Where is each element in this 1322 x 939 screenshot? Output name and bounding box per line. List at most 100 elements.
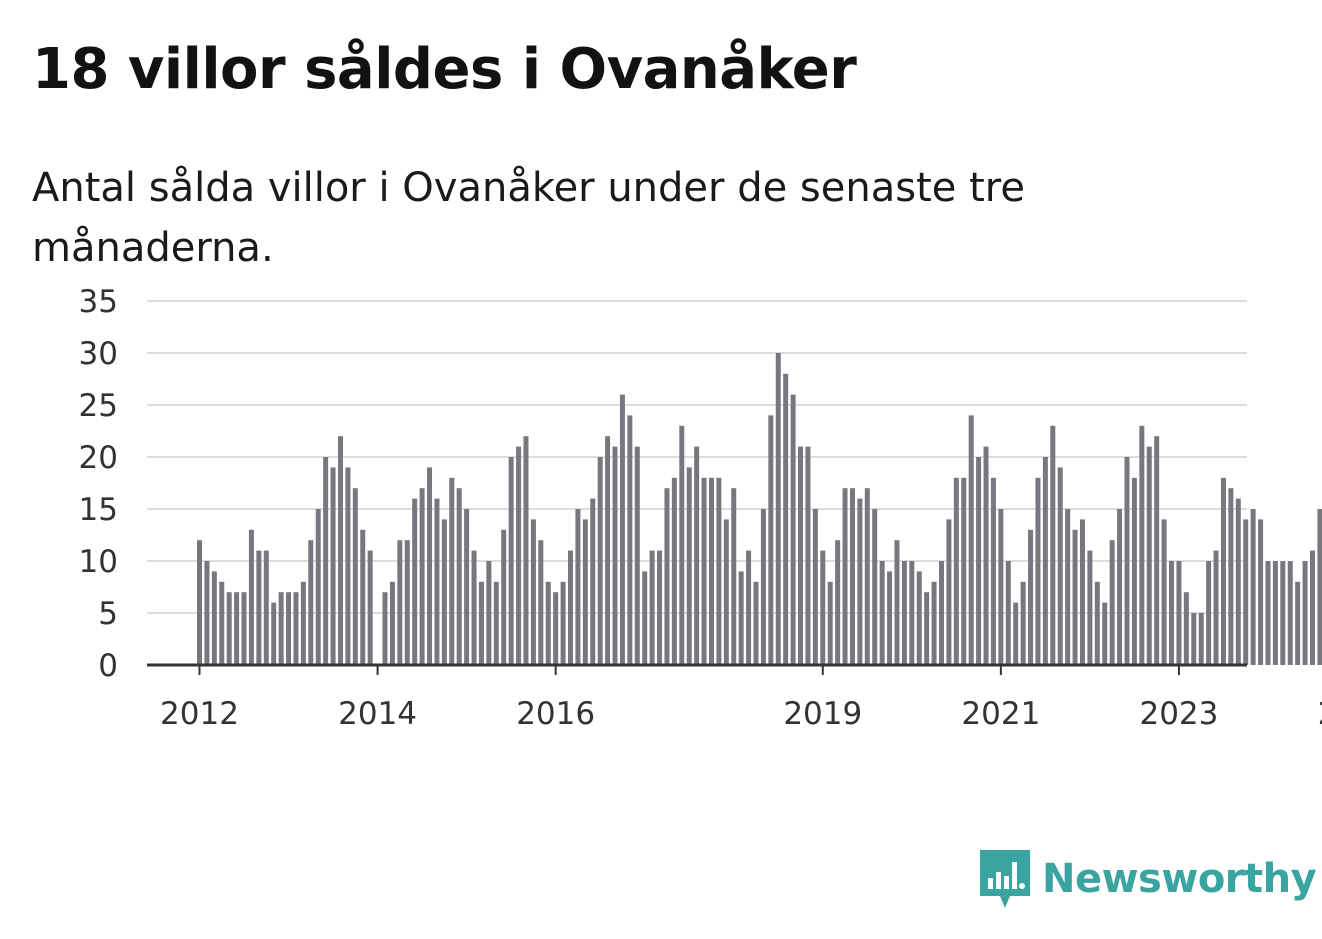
y-tick-label: 5: [98, 596, 118, 632]
bar: [1265, 561, 1271, 665]
bar: [612, 446, 618, 665]
bar: [924, 592, 930, 665]
bar: [471, 550, 477, 665]
bar: [523, 436, 529, 665]
bar: [775, 353, 781, 665]
bar: [1065, 509, 1071, 665]
bar: [1020, 581, 1026, 665]
x-tick-label: 2012: [160, 696, 239, 732]
bar: [308, 540, 314, 665]
x-tick-label: 2021: [961, 696, 1040, 732]
x-tick-label: 2016: [516, 696, 595, 732]
bar: [760, 509, 766, 665]
bar: [723, 519, 729, 665]
bar: [605, 436, 611, 665]
bar: [211, 571, 217, 665]
bar: [916, 571, 922, 665]
x-tick-label: 2019: [783, 696, 862, 732]
bar: [1161, 519, 1167, 665]
bar: [731, 488, 737, 665]
y-tick-label: 20: [79, 440, 118, 476]
bar: [1050, 425, 1056, 665]
bar: [1310, 550, 1315, 665]
bar: [990, 477, 996, 665]
bar: [560, 581, 566, 665]
bar: [226, 592, 232, 665]
bar: [1235, 498, 1241, 665]
bar: [419, 488, 425, 665]
bar: [300, 581, 306, 665]
bar: [1302, 561, 1308, 665]
bar: [197, 540, 202, 665]
bar: [464, 509, 470, 665]
bar: [404, 540, 410, 665]
bar: [939, 561, 944, 665]
bar: [627, 415, 633, 665]
bar: [337, 436, 343, 665]
bar: [1250, 509, 1256, 665]
chart-title: 18 villor såldes i Ovanåker: [32, 37, 857, 102]
bar: [582, 519, 588, 665]
bar: [1005, 561, 1011, 665]
y-tick-label: 25: [79, 388, 118, 424]
bar: [1146, 446, 1152, 665]
bar: [879, 561, 885, 665]
bar: [738, 571, 744, 665]
bar: [1213, 550, 1219, 665]
bar: [516, 446, 522, 665]
bar: [456, 488, 462, 665]
bar: [768, 415, 774, 665]
bar: [686, 467, 692, 665]
bar: [1102, 602, 1108, 665]
bar: [968, 415, 974, 665]
newsworthy-bar-logo-icon: [980, 850, 1030, 908]
bar: [909, 561, 915, 665]
bar: [345, 467, 351, 665]
bar: [360, 529, 366, 665]
bar: [812, 509, 818, 665]
bar: [835, 540, 841, 665]
y-tick-label: 10: [79, 544, 118, 580]
bar: [961, 477, 967, 665]
bar: [204, 561, 210, 665]
bar: [293, 592, 299, 665]
bar: [872, 509, 878, 665]
bar: [857, 498, 863, 665]
bar: [1109, 540, 1115, 665]
y-tick-label: 30: [79, 336, 118, 372]
bar: [427, 467, 433, 665]
bar: [1035, 477, 1041, 665]
bar: [864, 488, 870, 665]
bar: [1317, 509, 1322, 665]
bar: [219, 581, 225, 665]
bar: [248, 529, 254, 665]
bar: [1220, 477, 1226, 665]
bar: [1131, 477, 1137, 665]
bar: [634, 446, 640, 665]
x-tick-label: 2023: [1139, 696, 1218, 732]
bar: [1169, 561, 1175, 665]
bar: [901, 561, 907, 665]
bar: [590, 498, 596, 665]
bar: [671, 477, 677, 665]
bar: [323, 457, 329, 665]
bar: [286, 592, 292, 665]
bar: [708, 477, 714, 665]
bar: [983, 446, 989, 665]
bar: [389, 581, 395, 665]
bar: [367, 550, 373, 665]
bar: [412, 498, 418, 665]
bar: [382, 592, 388, 665]
bar: [894, 540, 900, 665]
bar: [501, 529, 507, 665]
bar: [716, 477, 722, 665]
y-axis-ticks: 0 5 10 15 20 25 30 35: [79, 284, 118, 684]
bar: [278, 592, 284, 665]
bar: [998, 509, 1004, 665]
bar: [530, 519, 536, 665]
bar: [434, 498, 440, 665]
bar: [642, 571, 648, 665]
bar: [664, 488, 670, 665]
bar: [241, 592, 247, 665]
